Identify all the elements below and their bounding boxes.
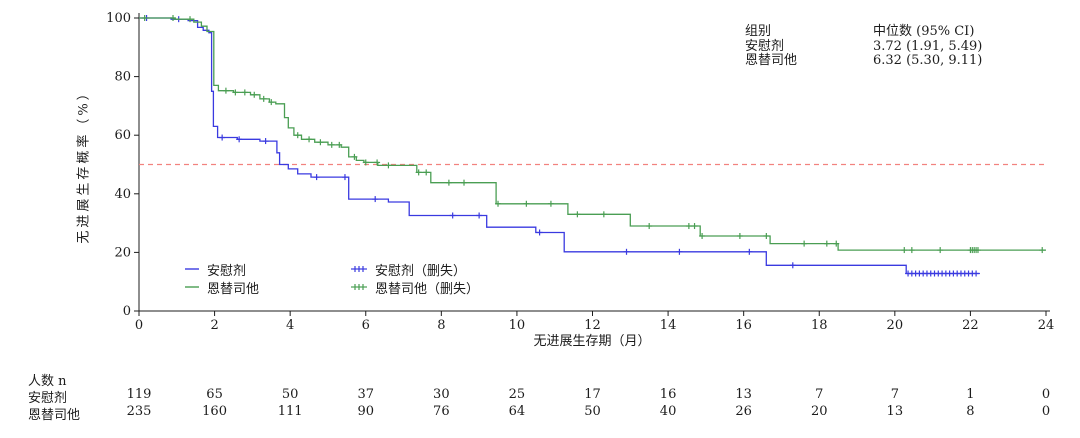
median-group-placebo: 安慰剂 <box>745 38 785 54</box>
x-tick-label: 14 <box>660 318 677 333</box>
x-tick-label: 4 <box>286 318 294 333</box>
x-tick-label: 2 <box>210 318 218 333</box>
legend-label-entinostat: 恩替司他 <box>207 281 260 297</box>
y-axis-title: 无进展生存概率（%） <box>76 84 92 244</box>
risk-count: 37 <box>357 387 375 402</box>
y-tick-label: 80 <box>114 70 131 85</box>
y-tick-label: 20 <box>114 245 131 260</box>
risk-count: 17 <box>584 387 601 402</box>
risk-count: 90 <box>357 404 375 419</box>
risk-count: 13 <box>886 404 904 419</box>
x-tick-label: 6 <box>362 318 370 333</box>
risk-row-label-placebo: 安慰剂 <box>28 391 68 406</box>
x-tick-label: 16 <box>735 318 752 333</box>
risk-count: 0 <box>1041 387 1051 402</box>
risk-count: 8 <box>966 404 975 419</box>
x-tick-label: 10 <box>509 318 526 333</box>
median-group-entinostat: 恩替司他 <box>745 53 798 68</box>
risk-count: 1 <box>966 387 975 402</box>
legend-entry-placebo-censored: 安慰剂（删失） <box>350 260 479 279</box>
entinostat-censor-swatch <box>350 282 368 292</box>
legend-label-placebo: 安慰剂 <box>207 263 247 279</box>
risk-count: 119 <box>126 387 152 402</box>
risk-count: 13 <box>735 387 752 402</box>
median-value-entinostat: 6.32 (5.30, 9.11) <box>873 53 983 68</box>
placebo-line-swatch <box>184 264 200 274</box>
risk-count: 160 <box>202 404 227 419</box>
risk-table-title: 人数 n <box>28 374 67 389</box>
placebo-censor-swatch <box>350 264 368 274</box>
x-tick-label: 20 <box>887 318 904 333</box>
x-tick-label: 18 <box>811 318 828 333</box>
legend-label-placebo-censored: 安慰剂（删失） <box>375 263 467 279</box>
risk-count: 16 <box>659 387 677 402</box>
risk-count: 235 <box>126 404 152 419</box>
risk-row-label-entinostat: 恩替司他 <box>28 408 81 423</box>
risk-count: 30 <box>433 387 450 402</box>
legend-entry-entinostat-censored: 恩替司他（删失） <box>350 278 480 297</box>
x-tick-label: 8 <box>437 318 445 333</box>
x-tick-label: 0 <box>135 318 143 333</box>
risk-count: 26 <box>735 404 752 419</box>
risk-count: 65 <box>206 387 223 402</box>
median-value-placebo: 3.72 (1.91, 5.49) <box>873 38 983 54</box>
risk-count: 50 <box>281 387 299 402</box>
risk-count: 0 <box>1041 404 1051 419</box>
x-tick-label: 24 <box>1038 318 1055 333</box>
median-summary: 组别 中位数 (95% CI) 安慰剂 3.72 (1.91, 5.49) 恩替… <box>745 24 983 69</box>
risk-count: 111 <box>277 404 303 419</box>
risk-count: 20 <box>810 404 828 419</box>
risk-count: 76 <box>433 404 450 419</box>
y-tick-label: 100 <box>106 11 131 26</box>
risk-count: 40 <box>659 404 677 419</box>
plot-legend: 安慰剂 安慰剂（删失） 恩替司他 恩替司他（删失） <box>184 260 480 297</box>
risk-count: 7 <box>890 387 899 402</box>
entinostat-line-swatch <box>184 282 200 292</box>
median-header-value: 中位数 (95% CI) <box>873 24 975 39</box>
x-axis-title: 无进展生存期（月） <box>533 334 651 349</box>
y-tick-label: 0 <box>123 304 131 319</box>
x-tick-label: 12 <box>584 318 601 333</box>
y-tick-label: 40 <box>114 187 131 202</box>
km-curve-0 <box>139 17 980 275</box>
x-tick-label: 22 <box>962 318 979 333</box>
legend-entry-entinostat: 恩替司他 <box>184 278 350 297</box>
legend-entry-placebo: 安慰剂 <box>184 260 350 279</box>
risk-count: 64 <box>508 404 526 419</box>
y-tick-label: 60 <box>114 128 131 143</box>
legend-label-entinostat-censored: 恩替司他（删失） <box>375 281 480 297</box>
risk-count: 25 <box>508 387 526 402</box>
risk-count: 7 <box>815 387 824 402</box>
risk-count: 50 <box>584 404 601 419</box>
median-header-group: 组别 <box>745 24 772 39</box>
